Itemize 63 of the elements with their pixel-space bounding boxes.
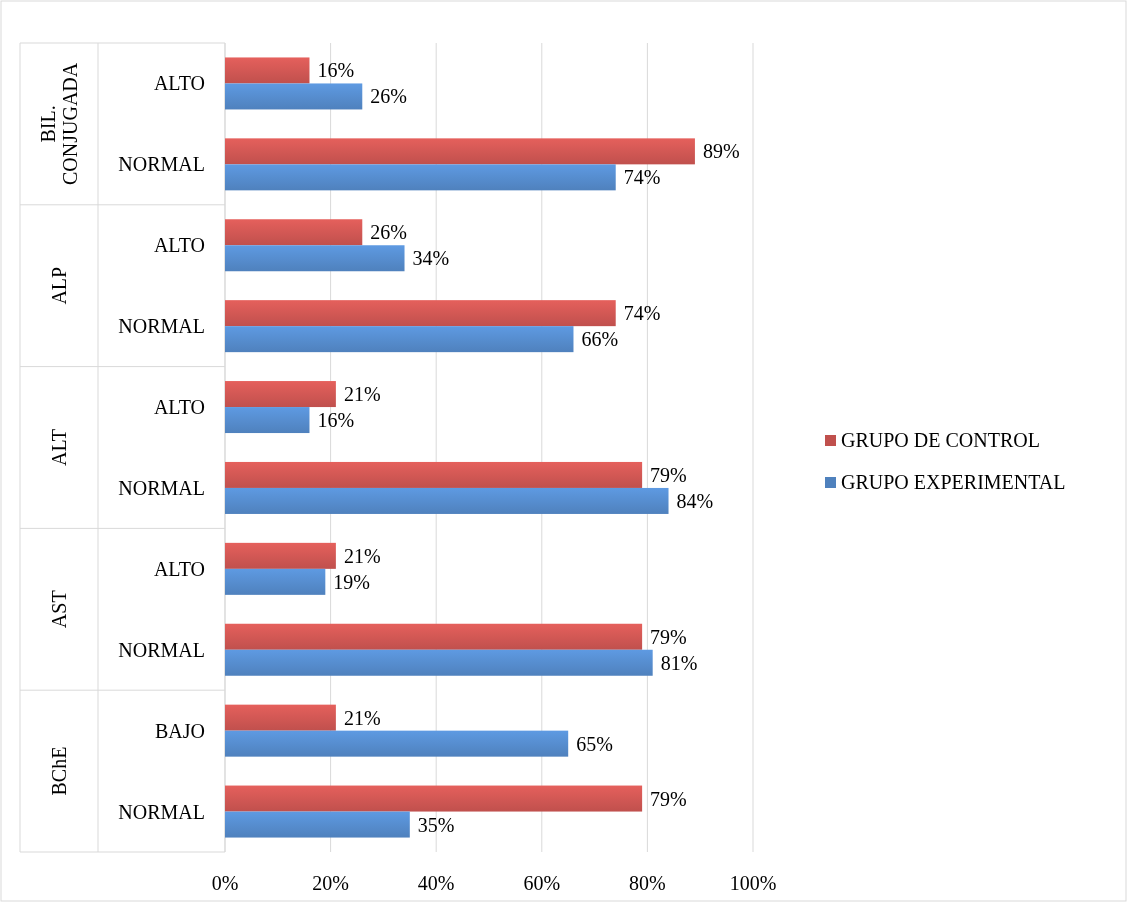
bar <box>225 83 363 110</box>
data-label: 74% <box>623 302 661 325</box>
data-label: 66% <box>581 328 619 351</box>
legend-label: GRUPO DE CONTROL <box>841 429 1040 451</box>
data-label: 65% <box>576 732 613 755</box>
data-label: 21% <box>343 544 381 567</box>
text: BChE <box>48 746 70 796</box>
x-tick-label: 80% <box>629 872 666 894</box>
bar <box>225 164 616 191</box>
data-label: 19% <box>333 570 370 593</box>
bar <box>225 326 574 353</box>
bar <box>225 487 669 514</box>
x-tick-label: 40% <box>417 872 455 894</box>
bar <box>225 649 653 676</box>
y-tick-label: BAJO <box>154 719 205 742</box>
data-label: 35% <box>417 813 455 836</box>
bar <box>225 461 643 488</box>
text: ALT <box>48 428 70 467</box>
data-label: 21% <box>343 706 381 729</box>
data-label: 79% <box>650 787 687 810</box>
y-tick-label: ALTO <box>153 72 205 95</box>
bar <box>225 704 336 731</box>
y-tick-label: NORMAL <box>118 638 205 661</box>
x-tick-label: 60% <box>523 872 561 894</box>
text: ALP <box>48 266 70 305</box>
x-tick-label: 0% <box>211 872 239 894</box>
y-tick-label: NORMAL <box>118 800 205 823</box>
x-tick-label: 20% <box>312 872 349 894</box>
data-label: 16% <box>317 409 355 432</box>
y-tick-label: ALTO <box>153 557 205 580</box>
bar <box>225 57 310 84</box>
legend-label: GRUPO EXPERIMENTAL <box>841 471 1066 493</box>
data-label: 79% <box>650 463 687 486</box>
data-label: 26% <box>370 221 407 244</box>
bar <box>225 568 326 595</box>
y-tick-label: ALTO <box>153 234 205 257</box>
bar <box>225 730 569 757</box>
text: AST <box>48 590 70 629</box>
data-label: 21% <box>343 383 381 406</box>
data-label: 89% <box>702 140 740 163</box>
bar <box>225 138 695 165</box>
data-label: 79% <box>650 625 687 648</box>
text: BIL. CONJUGADA <box>37 62 81 186</box>
data-label: 26% <box>370 85 407 108</box>
bar <box>225 785 643 812</box>
y-tick-label: ALTO <box>153 396 205 419</box>
y-tick-label: NORMAL <box>118 153 205 176</box>
data-label: 74% <box>623 166 661 189</box>
data-label: 84% <box>676 489 714 512</box>
y-tick-label: NORMAL <box>118 315 205 338</box>
data-label: 16% <box>317 59 355 82</box>
bar <box>225 245 405 272</box>
y-tick-label: NORMAL <box>118 476 205 499</box>
data-label: 81% <box>660 651 698 674</box>
bar <box>225 623 643 650</box>
bar <box>225 381 336 408</box>
bar <box>225 542 336 569</box>
bar <box>225 811 410 838</box>
bar <box>225 300 616 327</box>
x-tick-label: 100% <box>729 872 777 894</box>
data-label: 34% <box>412 247 450 270</box>
bar <box>225 407 310 434</box>
bar <box>225 219 363 246</box>
